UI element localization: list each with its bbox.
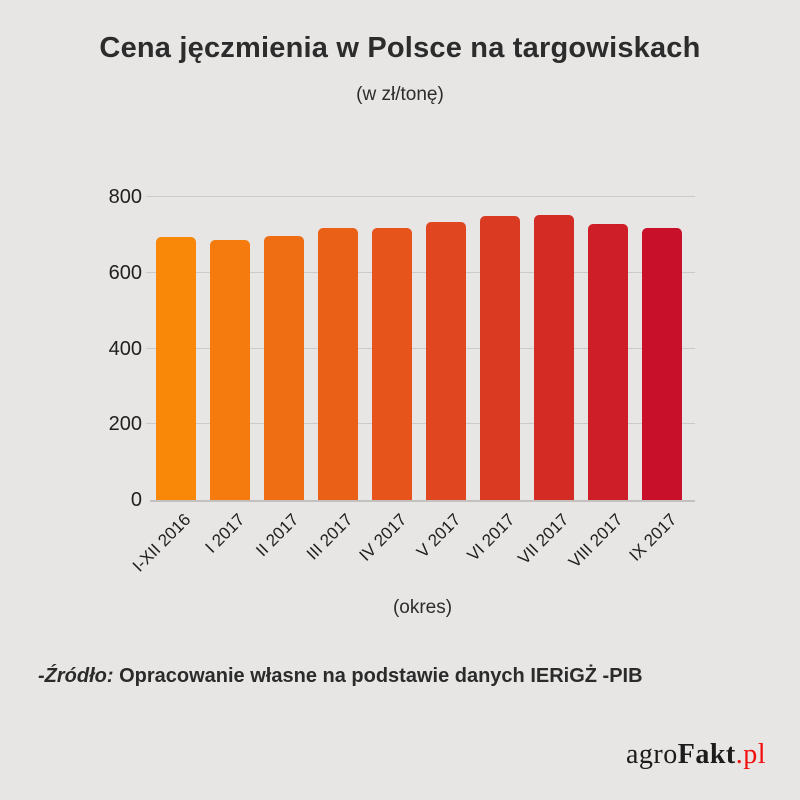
logo-fakt: Fakt [677,739,736,770]
gridline-600 [146,271,695,273]
plot-area [146,196,695,502]
bar-vi-2017 [480,215,520,500]
bar-iii-2017 [318,228,358,500]
x-tick-label-iii-2017: III 2017 [302,510,357,564]
y-tick-label-200: 200 [108,413,142,436]
x-axis-title: (okres) [392,597,453,618]
bar-i-2017 [210,240,250,500]
gridline-400 [146,347,695,349]
bar-ii-2017 [264,235,304,500]
agrofakt-logo: agroFakt.pl [626,739,766,771]
logo-agro: agro [625,739,678,770]
x-tick-label-ii-2017: II 2017 [252,510,303,561]
y-tick-label-0: 0 [130,489,142,511]
bar-viii-2017 [588,223,628,500]
x-tick-label-i-2017: I 2017 [201,510,249,557]
x-tick-label-ix-2017: IX 2017 [625,510,681,565]
x-tick-label-vi-2017: VI 2017 [463,510,519,565]
chart-subtitle: (w zł/tonę) [356,84,444,105]
source-prefix: -Źródło: [38,665,114,687]
bar-v-2017 [426,222,466,500]
y-tick-label-800: 800 [108,186,142,208]
bar-i-xii-2016 [156,237,196,500]
x-tick-label-v-2017: V 2017 [412,510,465,562]
bar-iv-2017 [372,227,412,500]
y-tick-label-400: 400 [108,337,142,360]
bar-vii-2017 [534,214,574,500]
source-text: Opracowanie własne na podstawie danych I… [113,665,643,687]
bar-ix-2017 [642,228,682,500]
y-axis: 0 200 400 600 800 [0,0,142,800]
chart-title: Cena jęczmienia w Polsce na targowiskach [99,32,701,64]
x-tick-label-iv-2017: IV 2017 [355,510,411,565]
gridline-800 [146,196,695,197]
gridline-200 [146,423,695,425]
x-tick-label-vii-2017: VII 2017 [514,510,573,569]
logo-pl: .pl [735,739,766,770]
source-note: -Źródło: Opracowanie własne na podstawie… [38,665,778,688]
y-tick-label-600: 600 [108,261,142,284]
x-tick-label-viii-2017: VIII 2017 [564,510,627,572]
